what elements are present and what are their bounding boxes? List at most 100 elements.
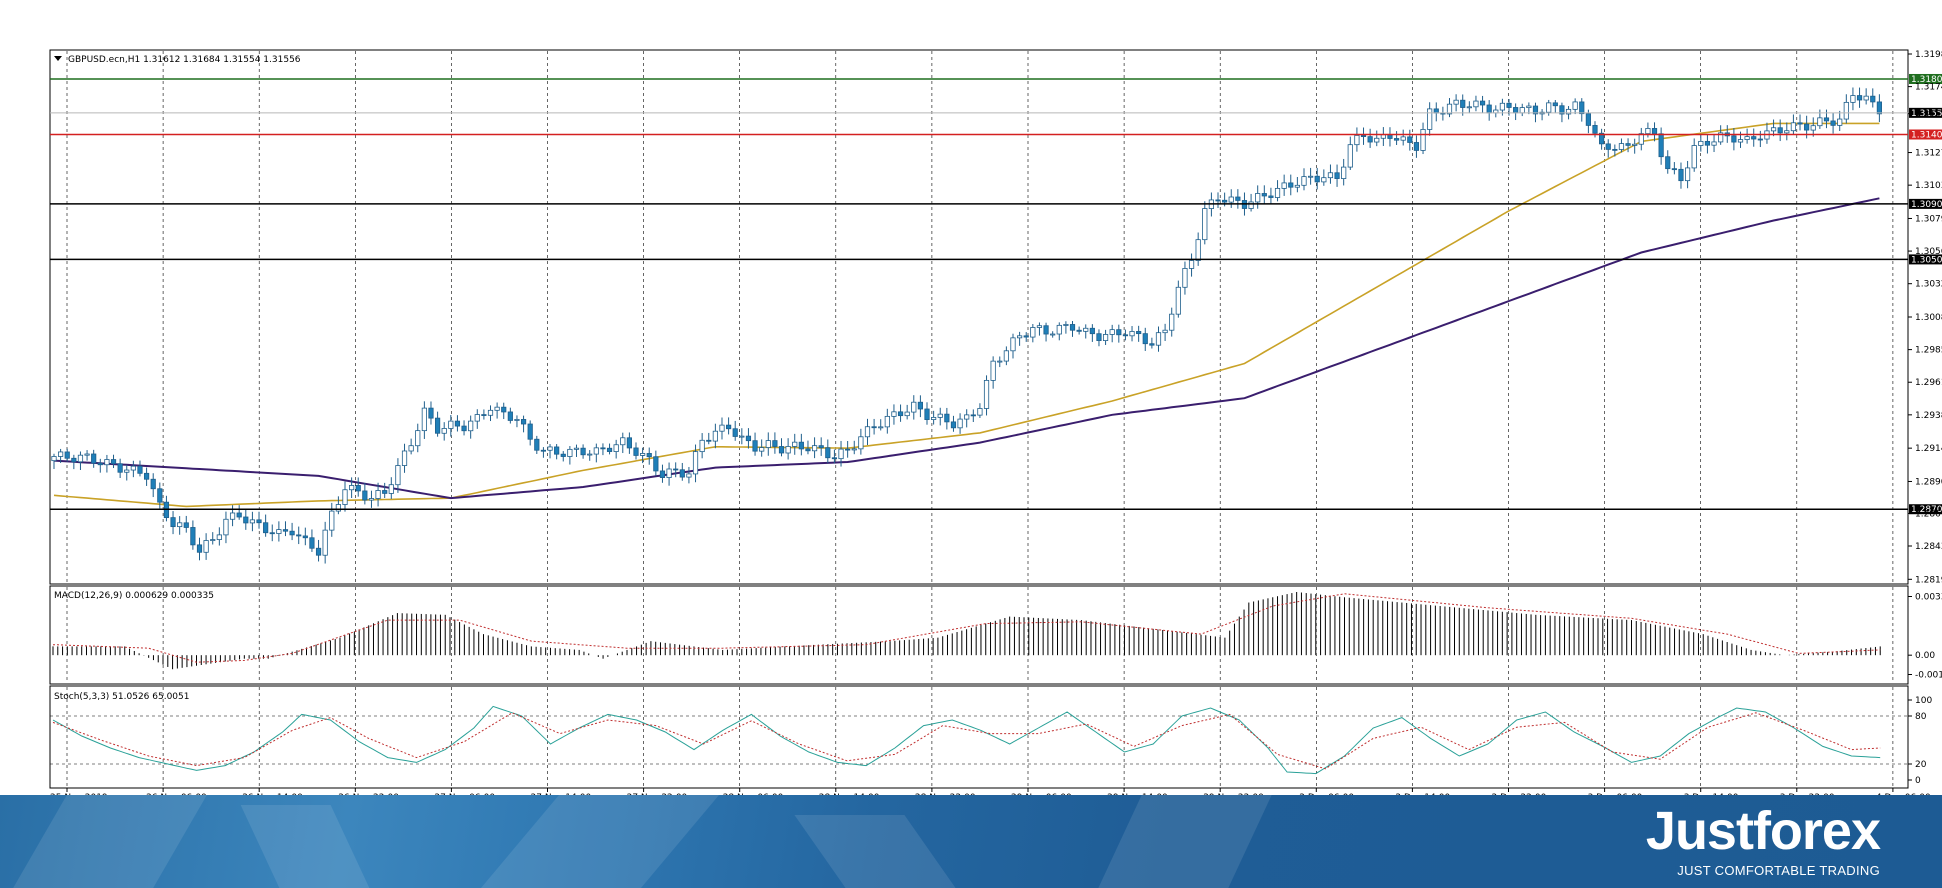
candle-up [864, 426, 871, 438]
candle-down [1777, 127, 1783, 134]
macd-panel[interactable]: 0.003344 0.00 -0.0011 MACD(12,26,9) 0.0006… [49, 585, 1942, 685]
candle-down [633, 447, 639, 456]
candle-up [765, 440, 771, 448]
candle-up [203, 540, 209, 553]
brand-logo[interactable]: Justforex [1645, 801, 1881, 861]
brand-tagline: JUST COMFORTABLE TRADING [1677, 863, 1880, 878]
price-panel[interactable]: 1.31800 1.31400 1.30900 1.30500 1.28700 1.315… [49, 49, 1942, 585]
price-tick-label: 1.29615 [1915, 378, 1942, 388]
candle-up [1453, 99, 1459, 105]
candle-down [745, 435, 752, 442]
candle-down [110, 459, 117, 465]
candle-down [944, 413, 950, 423]
candle-down [1751, 136, 1757, 140]
candle-down [1678, 168, 1684, 182]
candle-down [772, 440, 778, 447]
candle-up [613, 444, 619, 452]
candle-down [137, 465, 143, 474]
stoch-panel[interactable]: 100 80 20 0 Stoch(5,3,3) 51.0526 65.0051 [49, 685, 1942, 789]
candle-down [1096, 333, 1102, 341]
macd-grid [66, 587, 1894, 683]
candle-up [349, 485, 355, 491]
price-tick-label: 1.28900 [1915, 477, 1942, 487]
candle-down [1222, 199, 1228, 203]
candle-down [560, 453, 566, 457]
time-tick-label: 2 Dec 14:00 [1395, 793, 1450, 795]
candle-up [739, 435, 745, 438]
candle-up [759, 447, 765, 452]
candle-down [1235, 196, 1241, 201]
time-tick-label: 26 Nov 22:00 [338, 793, 399, 795]
candle-up [216, 534, 222, 540]
candle-up [964, 414, 970, 420]
candle-down [1486, 104, 1492, 114]
price-tick-label: 1.29380 [1915, 411, 1942, 421]
candle-up [494, 406, 500, 411]
price-level-label: 1.31800 [1911, 75, 1942, 85]
candle-down [1599, 132, 1605, 145]
candle-down [302, 535, 308, 539]
candle-up [1341, 166, 1347, 179]
candle-up [1102, 334, 1109, 341]
candle-up [84, 453, 90, 456]
time-tick-label: 2 Dec 06:00 [1299, 793, 1354, 795]
candle-down [1625, 143, 1631, 146]
candles [51, 87, 1882, 564]
candle-up [249, 519, 256, 524]
candle-up [1632, 143, 1638, 146]
price-level-label: 1.28700 [1911, 505, 1942, 515]
price-panel-frame [49, 49, 1909, 585]
price-level-tag [1909, 129, 1942, 140]
candle-up [368, 498, 375, 501]
candle-down [950, 421, 957, 429]
candle-up [1202, 208, 1208, 241]
candle-down [673, 468, 679, 471]
stoch-tick-label: 0 [1915, 776, 1921, 786]
candle-down [606, 447, 613, 452]
candle-up [1294, 184, 1300, 188]
candle-down [1876, 101, 1882, 115]
candle-up [1056, 324, 1062, 335]
candle-up [388, 484, 394, 494]
candle-up [1162, 329, 1168, 334]
candle-down [1069, 324, 1076, 331]
price-grid [66, 51, 1894, 583]
brand-footer: Justforex JUST COMFORTABLE TRADING [0, 795, 1942, 888]
header-dropdown-icon[interactable] [54, 56, 62, 61]
candle-down [1532, 105, 1539, 115]
candle-down [1460, 99, 1466, 108]
candle-up [712, 430, 718, 442]
candle-up [792, 441, 798, 447]
candle-up [1400, 136, 1406, 141]
candle-down [580, 447, 586, 456]
candle-up [229, 512, 236, 520]
macd-histogram [52, 592, 1881, 670]
candle-down [1136, 331, 1142, 335]
candle-down [1076, 329, 1082, 332]
candle-up [329, 510, 335, 531]
candle-up [104, 459, 110, 466]
price-level-tag [1909, 254, 1942, 265]
candle-down [534, 438, 540, 451]
candle-down [1592, 125, 1598, 134]
candle-down [507, 411, 513, 421]
price-tick-label: 1.29140 [1915, 444, 1942, 454]
candle-down [1215, 199, 1221, 202]
price-tick-label: 1.31745 [1915, 83, 1942, 93]
price-tick-label: 1.30085 [1915, 313, 1942, 323]
candle-up [838, 448, 844, 460]
stoch-grid [50, 687, 1908, 787]
time-tick-label: 26 Nov 06:00 [146, 793, 207, 795]
candle-down [263, 522, 269, 534]
candle-up [51, 456, 57, 462]
candle-up [1863, 95, 1869, 101]
candle-up [1843, 101, 1849, 120]
stoch-lines [52, 705, 1881, 775]
candle-up [401, 450, 408, 466]
candle-down [91, 453, 97, 464]
candle-down [1559, 105, 1565, 115]
candle-down [871, 426, 877, 429]
price-tick-label: 1.30560 [1915, 247, 1942, 257]
footer-decor [240, 805, 370, 888]
candle-down [970, 414, 976, 417]
